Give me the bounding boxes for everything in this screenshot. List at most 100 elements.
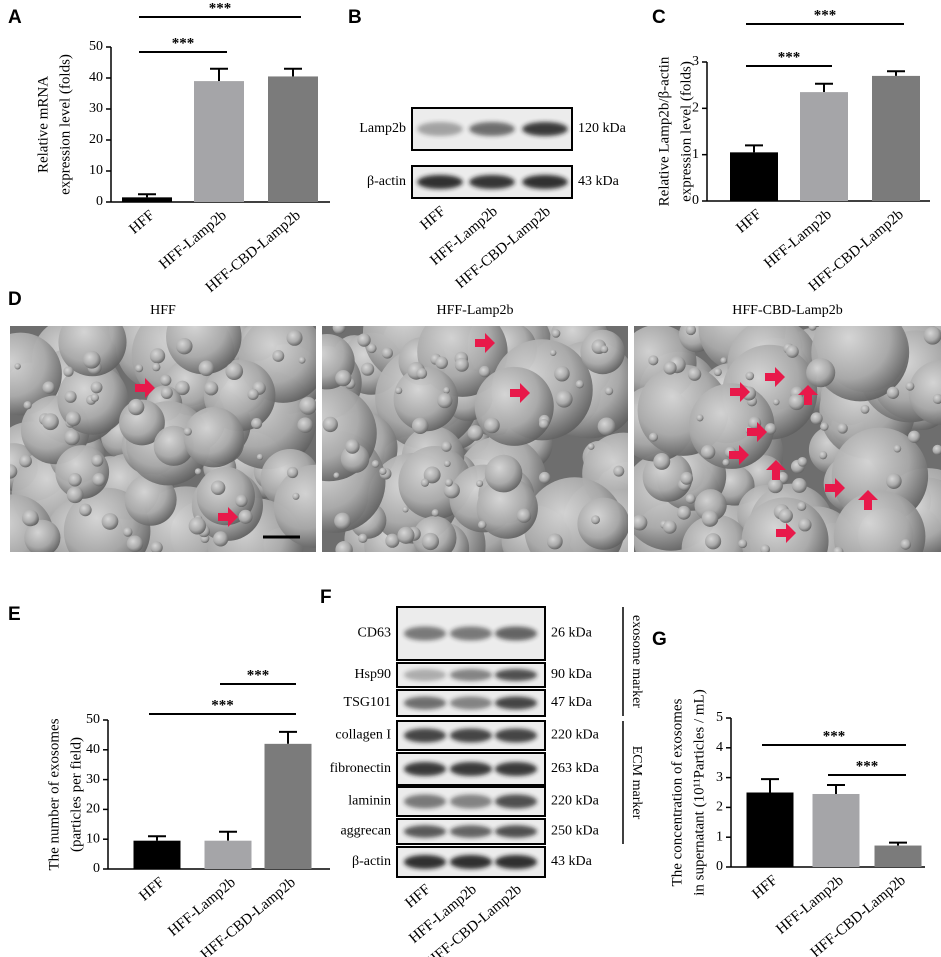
blot-band (403, 728, 447, 743)
vesicle (14, 363, 21, 370)
vesicle (886, 473, 902, 489)
vesicle (92, 473, 106, 487)
blot-band (494, 825, 538, 838)
vesicle (760, 544, 771, 552)
vesicle (188, 517, 207, 535)
panel-label: F (320, 587, 332, 608)
y-tick-label: 0 (93, 861, 100, 876)
significance-label: *** (823, 728, 846, 744)
lane-label: HFF (417, 203, 448, 233)
panel-label: B (348, 7, 362, 28)
vesicle (256, 453, 264, 461)
vesicle (832, 546, 844, 552)
vesicle (379, 467, 387, 475)
blot-band (403, 696, 447, 710)
significance-label: *** (814, 7, 837, 23)
vesicle (808, 326, 817, 331)
blot-band (494, 794, 538, 809)
vesicle (79, 503, 92, 517)
blot-row-label: TSG101 (344, 695, 391, 710)
vesicle (65, 411, 81, 427)
cell (474, 366, 554, 446)
vesicle (538, 418, 549, 429)
vesicle (908, 430, 921, 443)
blot-band (449, 696, 493, 710)
blot-band (403, 669, 447, 681)
vesicle (587, 443, 595, 450)
y-tick-label: 50 (86, 712, 100, 727)
vesicle (299, 396, 316, 415)
vesicle (322, 416, 338, 433)
vesicle (334, 512, 351, 530)
vesicle (860, 404, 870, 414)
blot-band (494, 626, 538, 641)
y-axis-label: expression level (folds) (678, 61, 694, 202)
y-axis-label: Relative mRNA (35, 76, 51, 173)
vesicle (251, 417, 263, 430)
x-tick-label: HFF-Lamp2b (761, 206, 834, 271)
vesicle (411, 417, 429, 435)
blot-band (403, 825, 447, 838)
vesicle (435, 356, 448, 369)
vesicle (335, 369, 352, 387)
vesicle (538, 471, 551, 484)
blot-band (449, 669, 493, 681)
cell (577, 497, 628, 550)
y-axis-label: in supernatant (10¹¹Particles / mL) (691, 689, 707, 895)
vesicle (332, 326, 346, 334)
blot-row-label: Lamp2b (359, 121, 406, 136)
significance-label: *** (172, 35, 195, 51)
arrow (765, 367, 785, 387)
vesicle (292, 492, 300, 500)
arrow (858, 490, 878, 510)
vesicle (797, 501, 807, 511)
vesicle (366, 343, 377, 354)
blot-band (522, 122, 568, 136)
cell (741, 497, 829, 552)
x-tick-label: HFF (733, 206, 764, 236)
bar (122, 197, 172, 202)
y-tick-label: 2 (692, 101, 699, 116)
x-tick-label: HFF-Lamp2b (156, 207, 229, 272)
vesicle (516, 508, 532, 523)
panel-label: E (8, 604, 21, 625)
vesicle (720, 357, 727, 364)
vesicle (634, 514, 648, 531)
vesicle (238, 509, 253, 524)
vesicle (64, 429, 80, 446)
vesicle (416, 368, 428, 379)
vesicle (358, 533, 368, 543)
blot-band (494, 669, 538, 681)
blot-size-label: 120 kDa (578, 121, 627, 136)
bar (874, 845, 922, 867)
vesicle (345, 439, 360, 454)
vesicle (298, 356, 306, 364)
significance-label: *** (209, 0, 232, 16)
vesicle (476, 479, 484, 488)
bar (133, 840, 181, 869)
vesicle (90, 393, 100, 402)
vesicle (680, 471, 694, 485)
vesicle (676, 505, 691, 520)
vesicle (235, 494, 248, 508)
vesicle (700, 444, 716, 460)
vesicle (722, 458, 730, 467)
blot-band (449, 728, 493, 743)
bar (800, 92, 848, 201)
y-tick-label: 20 (86, 802, 100, 817)
blot-band (469, 122, 515, 136)
blot-band (449, 825, 493, 838)
arrow (825, 478, 845, 498)
arrow (218, 507, 238, 527)
vesicle (554, 365, 570, 382)
arrow (135, 378, 155, 398)
cell (811, 326, 910, 402)
blot-band (403, 762, 447, 776)
vesicle (818, 451, 828, 460)
vesicle (385, 533, 400, 548)
vesicle (604, 386, 614, 396)
vesicle (923, 326, 941, 345)
vesicle (225, 362, 244, 381)
bar (746, 792, 794, 867)
vesicle (600, 345, 609, 354)
